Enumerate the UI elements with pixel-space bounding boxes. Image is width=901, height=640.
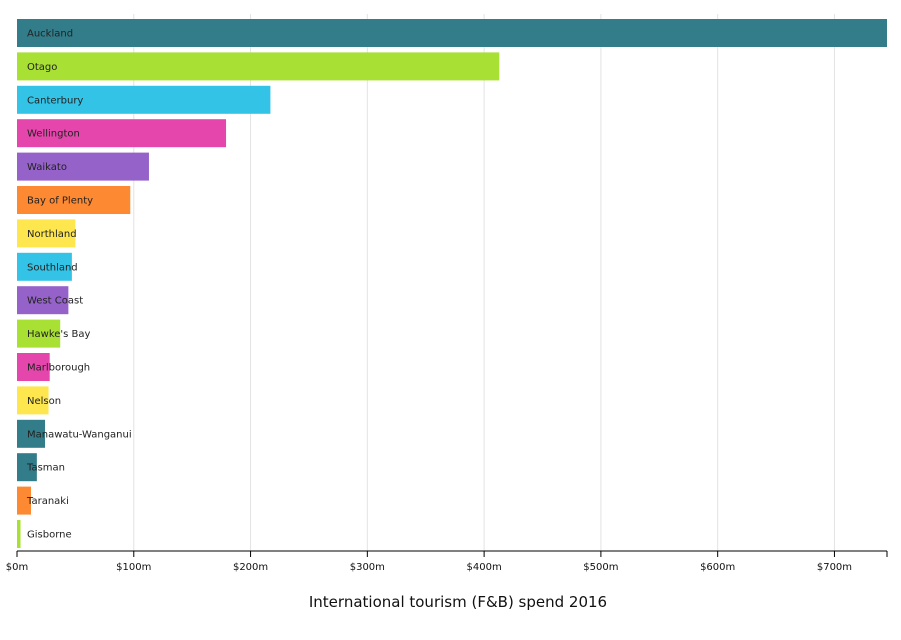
bar[interactable] [17,119,227,148]
bar-label: Wellington [27,129,80,140]
bar[interactable] [17,219,76,248]
bar[interactable] [17,252,72,281]
x-tick-label: $600m [700,562,735,573]
bar-label: Otago [27,62,57,73]
bar[interactable] [17,520,21,548]
x-tick-label: $400m [467,562,502,573]
bar-label: Waikato [27,162,67,173]
bar[interactable] [17,85,271,114]
x-tick-label: $300m [350,562,385,573]
x-tick-label: $200m [233,562,268,573]
x-tick-label: $500m [583,562,618,573]
bar-label: Marlborough [27,363,90,374]
x-tick-label: $0m [6,562,28,573]
bar-label: Taranaki [26,496,69,507]
bar[interactable] [17,19,887,47]
bar-label: Manawatu-Wanganui [27,429,132,440]
bar-label: Bay of Plenty [27,196,93,207]
bar-label: West Coast [27,296,83,307]
bar-label: Hawke's Bay [27,329,91,340]
bar[interactable] [17,319,61,348]
bar[interactable] [17,286,69,315]
bar[interactable] [17,152,149,181]
bar-label: Gisborne [27,530,72,541]
x-tick-label: $100m [116,562,151,573]
bar[interactable] [17,386,49,415]
bar-label: Nelson [27,396,61,407]
bar-labels: Auckland Otago Canterbury Wellington Waikato… [26,29,132,541]
bars [17,19,887,548]
x-axis-title: International tourism (F&B) spend 2016 [309,593,607,611]
bar[interactable] [17,186,131,214]
bar-label: Southland [27,262,78,273]
bar-label: Northland [27,229,77,240]
bar[interactable] [17,353,50,381]
bar[interactable] [17,453,37,482]
bar-label: Auckland [27,29,73,40]
x-axis: $0m $100m $200m $300m $400m $500m $600m $700m [6,550,888,573]
bar[interactable] [17,52,500,81]
x-tick-label: $700m [817,562,852,573]
bar[interactable] [17,486,32,515]
bar-label: Tasman [26,463,65,474]
bar[interactable] [17,419,46,448]
bar-label: Canterbury [27,95,83,106]
